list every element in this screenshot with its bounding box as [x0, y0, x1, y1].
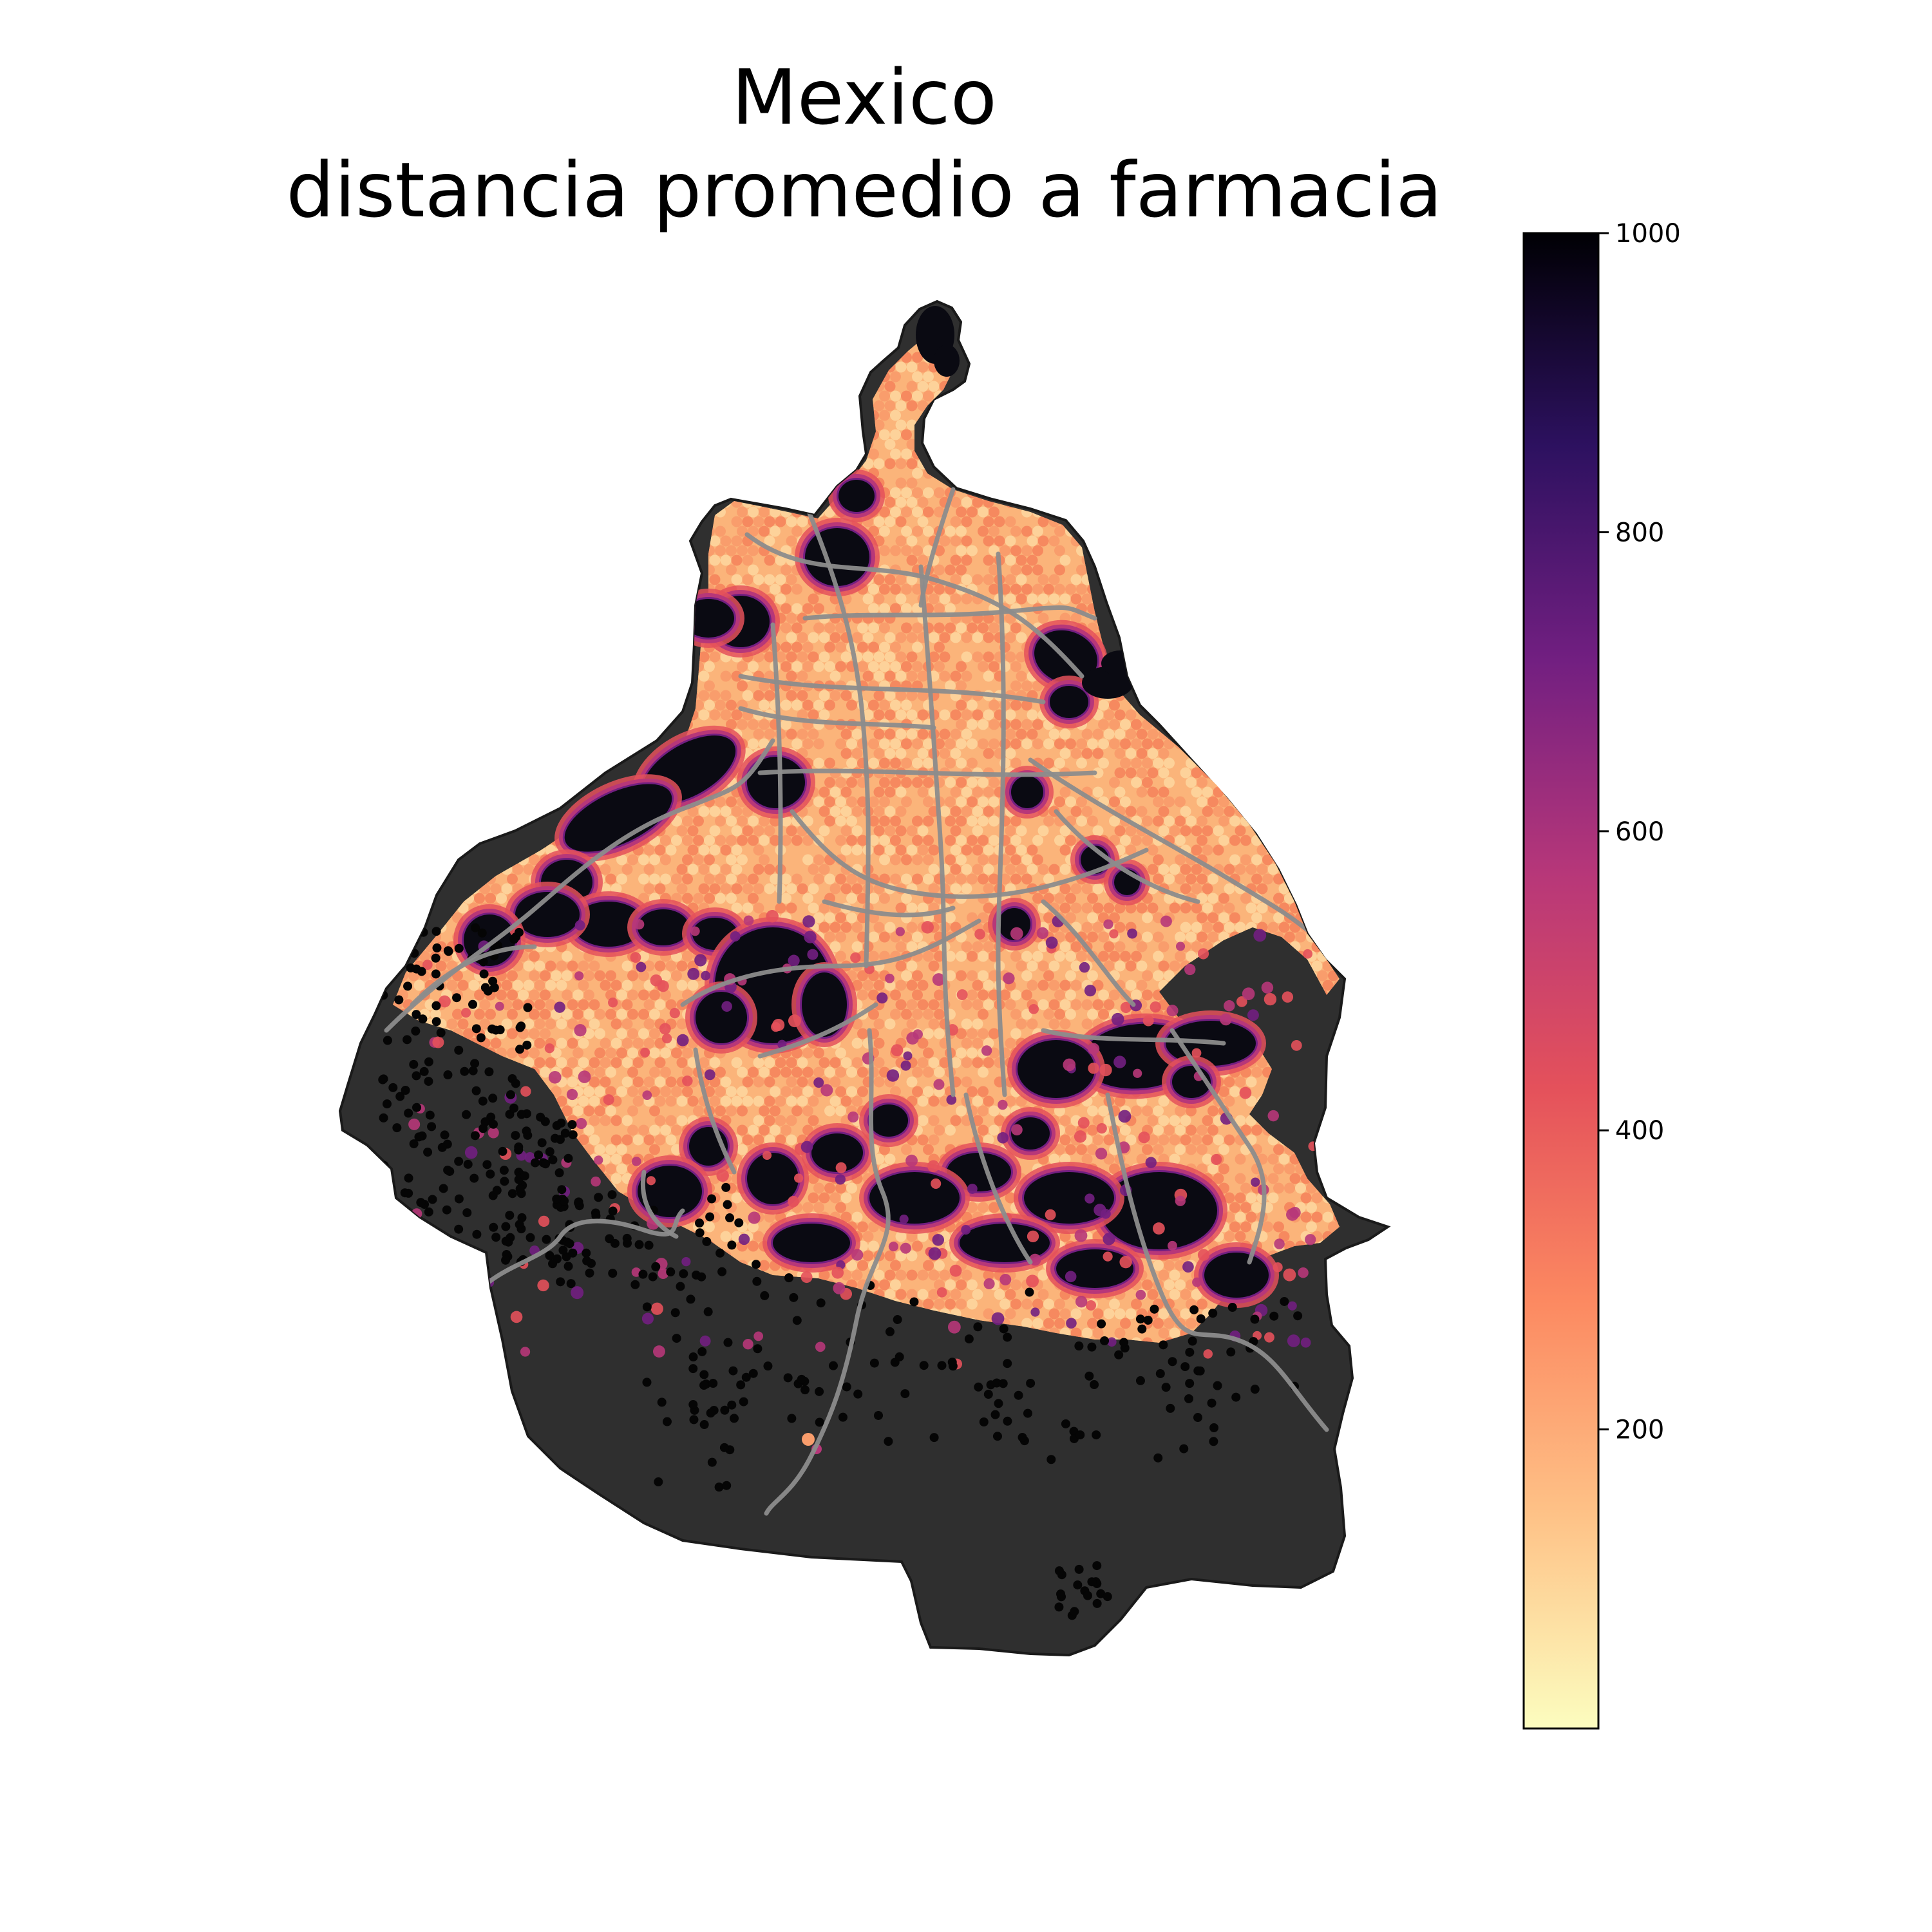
- far-distance-patch: [1039, 676, 1099, 728]
- far-distance-patch: [934, 345, 960, 377]
- colorbar: 1000 800 600 400 200: [1522, 219, 1681, 1730]
- far-distance-patch: [1007, 1030, 1105, 1108]
- road-line: [1054, 809, 1200, 904]
- colorbar-tick-label: 800: [1615, 518, 1664, 547]
- road-line: [918, 564, 956, 1097]
- far-distance-patch: [828, 469, 885, 522]
- road-line: [790, 809, 1149, 899]
- road-line: [822, 899, 956, 918]
- far-distance-patch: [627, 899, 699, 956]
- colorbar-tick-label: 400: [1615, 1116, 1664, 1146]
- colorbar-tick-label: 600: [1615, 817, 1664, 847]
- road-line: [764, 1028, 891, 1516]
- road-line: [757, 768, 1097, 777]
- far-distance-patch: [1194, 1242, 1279, 1308]
- far-distance-patch: [859, 1094, 918, 1147]
- far-distance-patch: [1001, 766, 1054, 819]
- road-line: [757, 1002, 878, 1059]
- road-line: [1028, 757, 1323, 943]
- map-title-line-1: Mexico: [732, 53, 997, 142]
- far-distance-patch: [1101, 650, 1140, 676]
- road-line: [680, 918, 981, 1007]
- road-line: [744, 532, 1084, 679]
- road-line: [1105, 1092, 1329, 1432]
- far-distance-patch: [1014, 1162, 1124, 1234]
- far-distance-patch: [1104, 859, 1150, 905]
- far-distance-patch: [672, 589, 744, 648]
- road-line: [770, 622, 783, 904]
- road-line: [802, 500, 871, 969]
- road-line: [802, 605, 1097, 621]
- far-distance-patch: [685, 981, 757, 1054]
- colorbar-tick-label: 1000: [1615, 219, 1681, 249]
- road-line: [918, 487, 956, 608]
- choropleth-map: [338, 299, 1391, 1657]
- far-distance-patch: [627, 1155, 712, 1227]
- far-distance-areas: [408, 306, 1342, 1454]
- road-line: [1041, 1028, 1226, 1046]
- far-distance-patch: [1001, 1107, 1060, 1160]
- road-line: [996, 551, 1007, 1097]
- far-distance-patch: [988, 898, 1041, 951]
- far-distance-patch: [762, 1213, 860, 1273]
- road-line: [963, 1092, 1033, 1265]
- map-title-line-2: distancia promedio a farmacia: [286, 146, 1442, 234]
- far-distance-patch: [505, 882, 590, 947]
- far-distance-patch: [801, 1123, 873, 1182]
- far-distance-patch: [554, 774, 682, 862]
- road-line: [410, 944, 537, 1007]
- road-line: [738, 674, 1046, 705]
- road-network: [384, 487, 1329, 1516]
- road-line: [693, 1047, 737, 1175]
- far-distance-patch: [949, 1213, 1060, 1273]
- far-distance-patch: [737, 746, 815, 819]
- far-distance-patch: [791, 962, 857, 1047]
- colorbar-tick-label: 200: [1615, 1416, 1664, 1445]
- colorbar-ticks: 1000 800 600 400 200: [1598, 219, 1681, 1445]
- far-distance-patch: [1046, 1239, 1144, 1298]
- road-line: [1041, 899, 1136, 1007]
- road-line: [1170, 1028, 1267, 1265]
- road-line: [487, 1208, 685, 1284]
- colorbar-gradient: [1522, 232, 1600, 1730]
- far-distance-patch: [679, 1117, 738, 1176]
- road-line: [738, 706, 936, 730]
